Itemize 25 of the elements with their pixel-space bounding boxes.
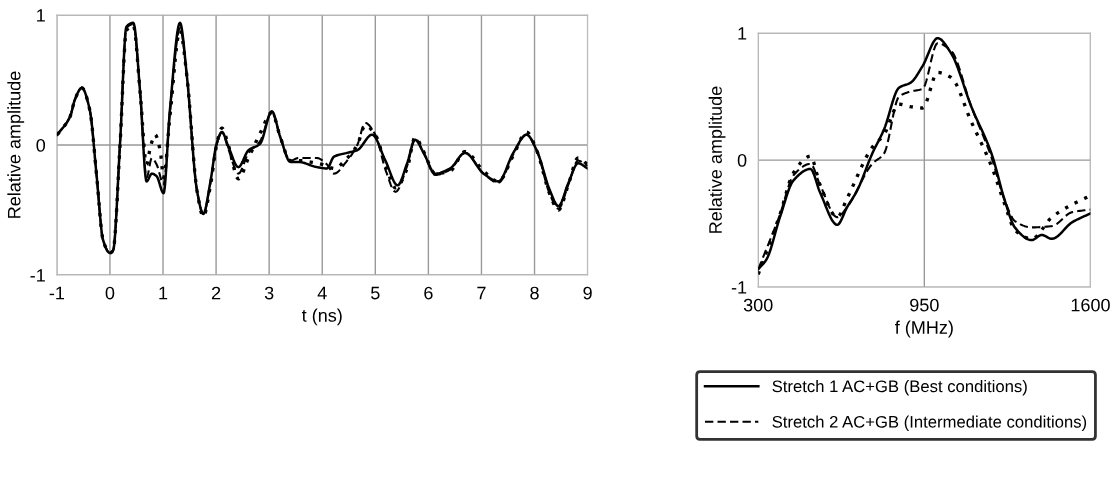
x-axis-title: t (ns): [301, 308, 342, 326]
x-tick-label: 0: [105, 286, 115, 300]
x-tick-label: 3: [264, 286, 274, 300]
y-tick-label: 0: [737, 154, 747, 167]
x-tick-label: 8: [530, 286, 539, 300]
x-tick-label: 4: [317, 286, 327, 300]
x-tick-label: 5: [371, 286, 380, 300]
x-tick-label: 300: [743, 298, 773, 312]
x-tick-label: 2: [211, 286, 221, 300]
legend-label: Stretch 2 AC+GB (Intermediate conditions): [772, 415, 1087, 432]
y-axis-title: Relative amplitude: [7, 71, 25, 218]
x-tick-label: 1600: [1071, 298, 1110, 312]
x-tick-label: 6: [424, 286, 433, 300]
x-tick-label: 950: [910, 298, 939, 312]
x-axis-title: f (MHz): [895, 320, 953, 338]
x-tick-label: -1: [49, 286, 65, 300]
x-tick-label: 7: [477, 286, 486, 300]
legend-label: Stretch 1 AC+GB (Best conditions): [772, 379, 1027, 396]
y-tick-label: 1: [37, 9, 45, 22]
y-tick-label: 1: [738, 27, 747, 40]
y-tick-label: -1: [30, 269, 45, 282]
x-tick-label: 1: [159, 286, 168, 300]
y-tick-label: 0: [36, 138, 46, 152]
x-tick-label: 9: [583, 286, 592, 300]
y-axis-title: Relative amplitude: [708, 86, 726, 233]
